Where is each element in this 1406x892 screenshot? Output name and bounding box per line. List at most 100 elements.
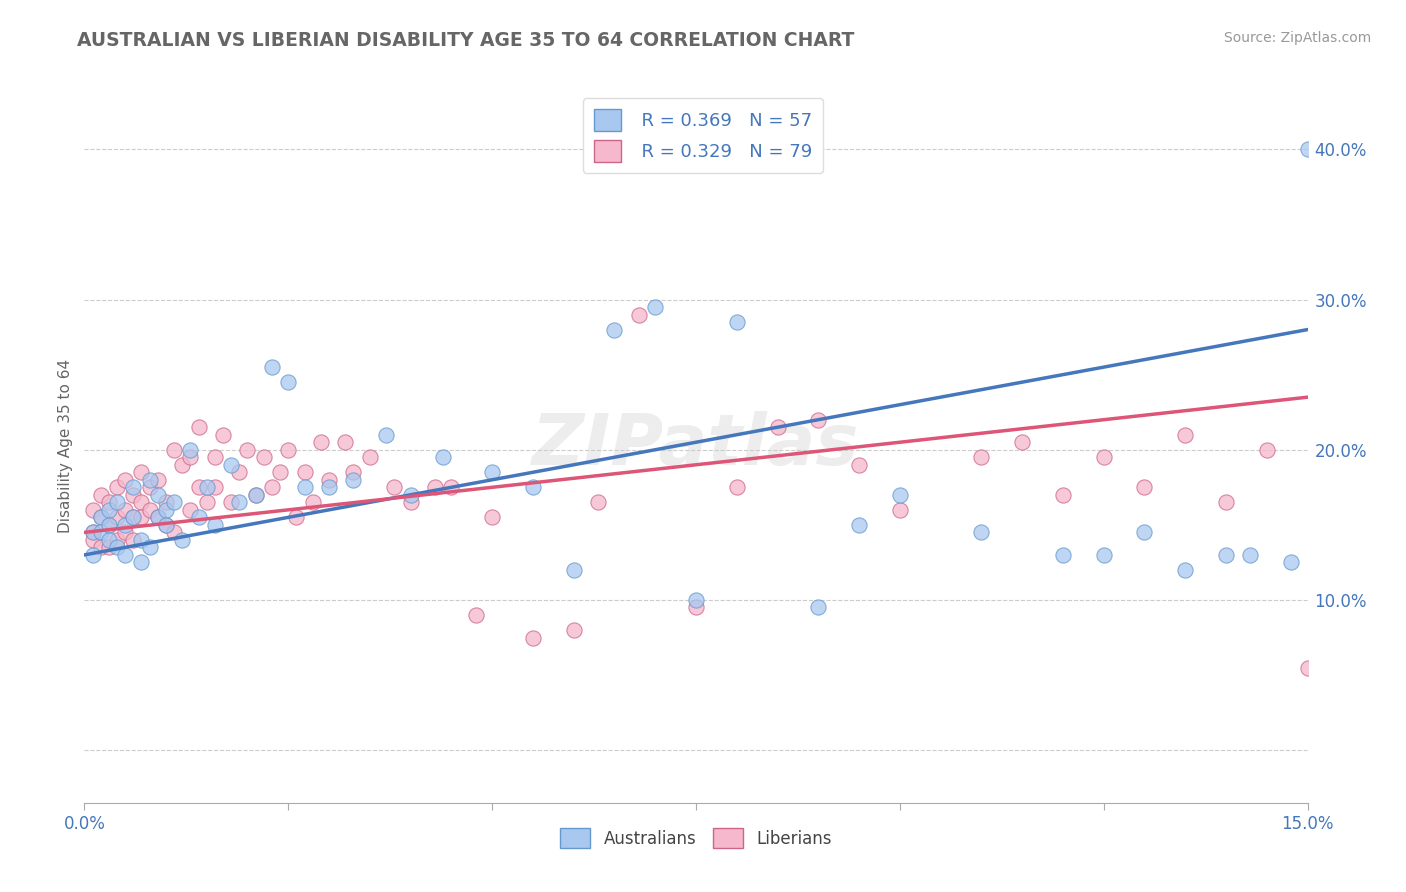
- Point: [277, 375, 299, 389]
- Point: [131, 533, 153, 547]
- Point: [586, 495, 609, 509]
- Point: [481, 510, 503, 524]
- Point: [82, 503, 104, 517]
- Point: [1239, 548, 1261, 562]
- Point: [970, 450, 993, 465]
- Point: [522, 480, 544, 494]
- Point: [766, 420, 789, 434]
- Point: [82, 533, 104, 547]
- Point: [440, 480, 463, 494]
- Point: [245, 488, 267, 502]
- Point: [725, 480, 748, 494]
- Point: [309, 435, 332, 450]
- Point: [970, 525, 993, 540]
- Point: [155, 503, 177, 517]
- Point: [138, 480, 160, 494]
- Point: [603, 322, 626, 336]
- Point: [423, 480, 446, 494]
- Point: [1174, 563, 1197, 577]
- Point: [1215, 548, 1237, 562]
- Point: [155, 495, 177, 509]
- Point: [1279, 556, 1302, 570]
- Point: [172, 458, 194, 472]
- Point: [131, 465, 153, 479]
- Point: [155, 517, 177, 532]
- Point: [90, 488, 112, 502]
- Point: [163, 525, 186, 540]
- Point: [82, 525, 104, 540]
- Point: [105, 533, 128, 547]
- Point: [131, 510, 153, 524]
- Point: [105, 480, 128, 494]
- Point: [260, 360, 283, 375]
- Point: [105, 495, 128, 509]
- Point: [1133, 480, 1156, 494]
- Point: [97, 517, 120, 532]
- Point: [82, 548, 104, 562]
- Point: [399, 488, 422, 502]
- Point: [1052, 488, 1074, 502]
- Point: [114, 473, 136, 487]
- Point: [179, 450, 201, 465]
- Point: [685, 593, 707, 607]
- Point: [889, 488, 911, 502]
- Point: [187, 510, 209, 524]
- Point: [522, 631, 544, 645]
- Point: [644, 300, 666, 314]
- Point: [97, 503, 120, 517]
- Point: [1296, 142, 1319, 156]
- Point: [399, 495, 422, 509]
- Point: [562, 563, 585, 577]
- Point: [146, 510, 169, 524]
- Point: [82, 525, 104, 540]
- Point: [90, 541, 112, 555]
- Point: [219, 495, 242, 509]
- Point: [269, 465, 291, 479]
- Point: [1256, 442, 1278, 457]
- Point: [114, 503, 136, 517]
- Point: [179, 503, 201, 517]
- Point: [562, 623, 585, 637]
- Point: [228, 465, 250, 479]
- Point: [195, 480, 218, 494]
- Point: [219, 458, 242, 472]
- Point: [146, 510, 169, 524]
- Point: [187, 420, 209, 434]
- Point: [1052, 548, 1074, 562]
- Point: [138, 541, 160, 555]
- Text: Source: ZipAtlas.com: Source: ZipAtlas.com: [1223, 31, 1371, 45]
- Point: [138, 473, 160, 487]
- Point: [122, 510, 145, 524]
- Point: [204, 480, 226, 494]
- Point: [97, 541, 120, 555]
- Point: [172, 533, 194, 547]
- Point: [318, 480, 340, 494]
- Point: [382, 480, 405, 494]
- Point: [1011, 435, 1033, 450]
- Point: [294, 465, 316, 479]
- Point: [807, 600, 830, 615]
- Point: [97, 495, 120, 509]
- Point: [105, 541, 128, 555]
- Point: [253, 450, 276, 465]
- Point: [122, 480, 145, 494]
- Point: [163, 442, 186, 457]
- Point: [432, 450, 454, 465]
- Point: [375, 427, 398, 442]
- Point: [359, 450, 381, 465]
- Point: [122, 533, 145, 547]
- Point: [204, 450, 226, 465]
- Point: [1215, 495, 1237, 509]
- Point: [277, 442, 299, 457]
- Point: [187, 480, 209, 494]
- Point: [195, 495, 218, 509]
- Text: ZIPatlas: ZIPatlas: [533, 411, 859, 481]
- Point: [245, 488, 267, 502]
- Point: [146, 473, 169, 487]
- Point: [285, 510, 308, 524]
- Point: [114, 548, 136, 562]
- Point: [807, 413, 830, 427]
- Point: [204, 517, 226, 532]
- Point: [122, 488, 145, 502]
- Point: [90, 510, 112, 524]
